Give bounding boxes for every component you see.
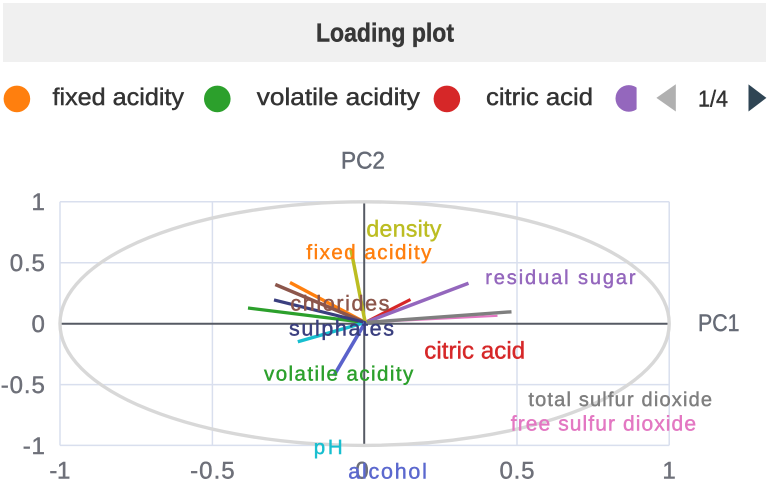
svg-text:volatile acidity: volatile acidity — [264, 362, 414, 385]
svg-text:-1: -1 — [49, 458, 70, 485]
svg-text:1: 1 — [31, 189, 44, 216]
svg-text:density: density — [366, 216, 442, 242]
svg-text:chlorides: chlorides — [290, 291, 389, 315]
svg-text:0.5: 0.5 — [500, 458, 535, 485]
svg-text:pH: pH — [314, 436, 343, 459]
svg-text:0.5: 0.5 — [10, 250, 45, 277]
svg-text:volatile acidity: volatile acidity — [257, 84, 420, 111]
svg-text:sulphates: sulphates — [289, 316, 394, 340]
svg-text:0: 0 — [355, 458, 368, 485]
svg-text:0: 0 — [31, 311, 44, 338]
svg-text:citric acid: citric acid — [424, 338, 525, 365]
svg-text:total sulfur dioxide: total sulfur dioxide — [528, 389, 712, 411]
svg-text:1: 1 — [662, 458, 675, 485]
svg-text:fixed acidity: fixed acidity — [53, 84, 185, 111]
svg-text:fixed acidity: fixed acidity — [306, 241, 432, 264]
svg-text:PC1: PC1 — [698, 310, 740, 337]
svg-text:citric acid: citric acid — [486, 84, 593, 111]
svg-text:Loading plot: Loading plot — [316, 18, 454, 48]
svg-text:free sulfur dioxide: free sulfur dioxide — [511, 412, 696, 435]
svg-text:residual sugar: residual sugar — [485, 267, 636, 289]
svg-text:-0.5: -0.5 — [1, 372, 45, 399]
svg-text:PC2: PC2 — [341, 148, 385, 175]
svg-text:-0.5: -0.5 — [190, 458, 235, 485]
svg-text:alcohol: alcohol — [348, 460, 427, 484]
svg-text:-1: -1 — [23, 433, 45, 460]
svg-text:1/4: 1/4 — [698, 86, 728, 112]
